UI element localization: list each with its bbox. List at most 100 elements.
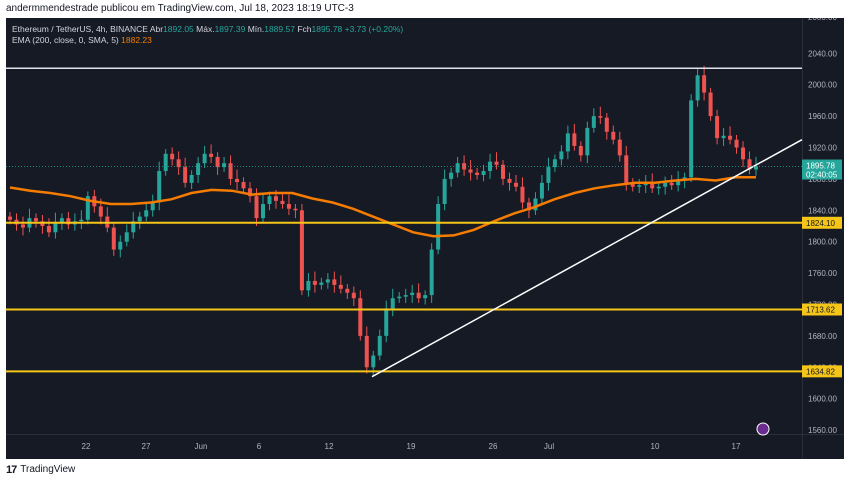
price-chart[interactable]: 2040.002000.001960.001920.001880.001840.… (6, 18, 844, 459)
candle-body[interactable] (306, 280, 311, 291)
candle-body[interactable] (611, 131, 616, 140)
candle-body[interactable] (325, 279, 330, 283)
candle-body[interactable] (488, 161, 493, 172)
candle-body[interactable] (546, 167, 551, 183)
candle-body[interactable] (118, 241, 123, 250)
candle-body[interactable] (286, 204, 291, 209)
candle-body[interactable] (248, 188, 253, 197)
candle-body[interactable] (131, 221, 136, 233)
candle-body[interactable] (358, 298, 363, 336)
candle-body[interactable] (377, 335, 382, 356)
candle-body[interactable] (572, 133, 577, 146)
candle-body[interactable] (630, 182, 635, 187)
candle-body[interactable] (526, 202, 531, 211)
candle-body[interactable] (299, 210, 304, 291)
candle-body[interactable] (397, 296, 402, 299)
candle-body[interactable] (345, 288, 350, 293)
candle-body[interactable] (475, 172, 480, 175)
candle-body[interactable] (468, 169, 473, 173)
candle-body[interactable] (741, 147, 746, 160)
candle-body[interactable] (462, 163, 467, 170)
candle-body[interactable] (20, 224, 25, 228)
candle-body[interactable] (144, 210, 149, 217)
candle-body[interactable] (273, 196, 278, 201)
candle-body[interactable] (559, 151, 564, 160)
candle-body[interactable] (8, 216, 12, 220)
candle-body[interactable] (338, 284, 343, 289)
brand-label[interactable]: TradingView (20, 464, 76, 475)
candle-body[interactable] (215, 156, 220, 168)
candle-body[interactable] (137, 216, 142, 222)
candle-body[interactable] (449, 172, 454, 179)
trendline[interactable] (371, 139, 803, 378)
candle-body[interactable] (176, 159, 181, 168)
candle-body[interactable] (747, 159, 752, 170)
candle-body[interactable] (332, 279, 337, 285)
candle-body[interactable] (85, 196, 90, 220)
candle-body[interactable] (228, 163, 233, 179)
candle-body[interactable] (598, 116, 603, 118)
candle-body[interactable] (416, 292, 421, 299)
candle-body[interactable] (202, 153, 207, 164)
candle-body[interactable] (189, 174, 194, 183)
candle-body[interactable] (209, 153, 214, 157)
candle-body[interactable] (481, 171, 486, 175)
candle-body[interactable] (293, 208, 298, 211)
candle-body[interactable] (604, 117, 609, 132)
candle-body[interactable] (455, 163, 460, 173)
ema-label[interactable]: EMA (200, close, 0, SMA, 5) (12, 35, 119, 45)
candle-body[interactable] (494, 161, 499, 165)
candle-body[interactable] (663, 182, 668, 187)
candle-body[interactable] (254, 196, 259, 219)
candle-body[interactable] (196, 163, 201, 175)
candle-body[interactable] (183, 167, 188, 183)
candle-body[interactable] (410, 292, 415, 296)
candle-body[interactable] (351, 292, 356, 299)
candle-body[interactable] (170, 153, 175, 160)
candle-body[interactable] (624, 155, 629, 183)
candle-body[interactable] (79, 219, 84, 222)
candle-body[interactable] (157, 171, 162, 203)
candle-body[interactable] (66, 218, 71, 225)
candle-body[interactable] (656, 186, 661, 189)
candle-body[interactable] (501, 164, 506, 179)
candle-body[interactable] (689, 100, 694, 178)
candle-body[interactable] (754, 166, 758, 170)
candle-body[interactable] (539, 182, 544, 199)
candle-body[interactable] (715, 116, 720, 139)
candle-body[interactable] (442, 178, 447, 205)
candle-body[interactable] (650, 182, 655, 189)
candle-body[interactable] (53, 222, 58, 233)
candle-body[interactable] (371, 355, 376, 368)
candle-body[interactable] (33, 218, 38, 222)
candle-body[interactable] (364, 335, 369, 368)
candle-body[interactable] (513, 182, 518, 187)
candle-body[interactable] (617, 139, 622, 156)
candle-body[interactable] (384, 308, 389, 336)
candle-body[interactable] (578, 145, 583, 156)
candle-body[interactable] (423, 295, 428, 299)
candle-body[interactable] (721, 135, 726, 139)
candle-body[interactable] (585, 127, 590, 156)
candle-body[interactable] (695, 75, 700, 101)
candle-body[interactable] (734, 139, 739, 148)
candle-body[interactable] (260, 204, 265, 219)
chart-area[interactable]: 2040.002000.001960.001920.001880.001840.… (6, 18, 844, 459)
candle-body[interactable] (267, 196, 272, 205)
candle-body[interactable] (222, 163, 227, 168)
ema-line[interactable] (9, 176, 756, 238)
event-marker-icon[interactable] (756, 422, 770, 436)
candle-body[interactable] (241, 182, 246, 189)
candle-body[interactable] (150, 202, 155, 211)
candle-body[interactable] (59, 218, 64, 223)
candle-body[interactable] (312, 280, 317, 285)
candle-body[interactable] (702, 75, 707, 93)
candle-body[interactable] (669, 182, 674, 186)
candle-body[interactable] (235, 178, 240, 183)
candle-body[interactable] (111, 227, 116, 250)
candle-body[interactable] (98, 206, 103, 217)
candle-body[interactable] (728, 135, 733, 140)
candle-body[interactable] (565, 133, 570, 152)
candle-body[interactable] (552, 159, 557, 168)
candle-body[interactable] (708, 92, 713, 117)
